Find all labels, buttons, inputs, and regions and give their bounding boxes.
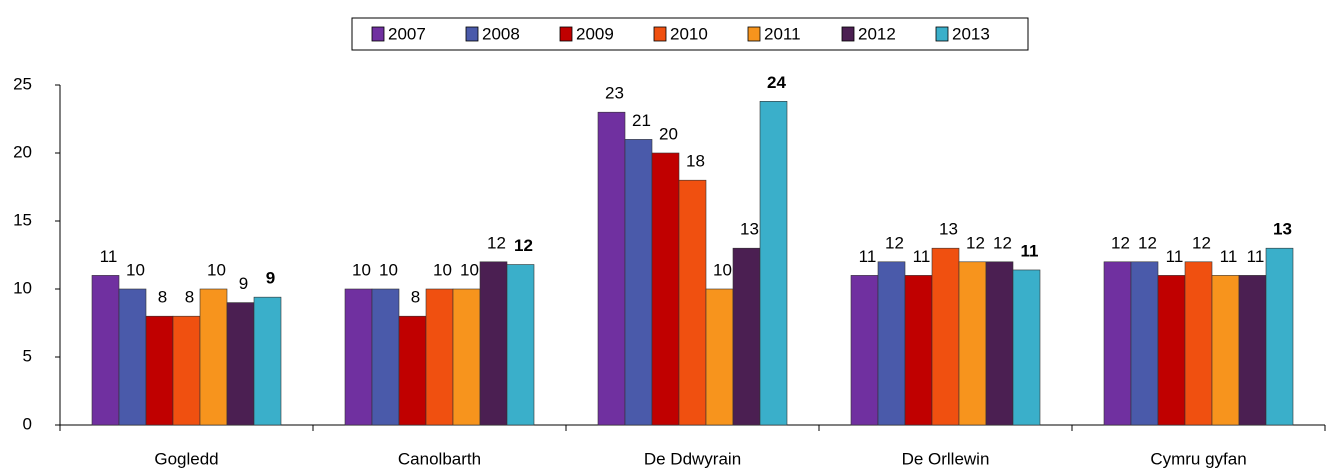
legend-box (351, 17, 1029, 51)
data-label: 13 (740, 220, 759, 239)
bar (678, 179, 707, 426)
bar (91, 275, 120, 426)
bar (118, 288, 147, 426)
bar (931, 247, 960, 426)
data-label: 9 (266, 269, 275, 288)
data-label: 10 (433, 260, 452, 279)
data-label: 18 (686, 152, 705, 171)
data-label: 10 (460, 260, 479, 279)
bar (732, 247, 761, 426)
bar (850, 275, 879, 426)
bar (506, 264, 535, 426)
data-label: 12 (1111, 233, 1130, 252)
data-label: 11 (913, 247, 931, 266)
bar (371, 288, 400, 426)
data-label: 23 (605, 84, 624, 103)
bar (1130, 261, 1159, 426)
data-label: 24 (767, 73, 786, 92)
x-tick-label: Gogledd (154, 449, 218, 468)
data-label: 12 (993, 233, 1012, 252)
data-label: 10 (379, 260, 398, 279)
legend-label: 2008 (482, 24, 520, 43)
y-tick-label: 5 (23, 346, 32, 365)
legend-label: 2009 (576, 24, 614, 43)
data-label: 11 (1166, 247, 1184, 266)
bar (1157, 275, 1186, 426)
bar (759, 101, 788, 426)
legend-swatch (371, 26, 385, 42)
bar (253, 296, 282, 426)
legend-swatch (747, 26, 761, 42)
y-tick-label: 0 (23, 414, 32, 433)
x-tick-label: Cymru gyfan (1150, 449, 1246, 468)
bar (705, 288, 734, 426)
data-label: 11 (1220, 247, 1238, 266)
legend-label: 2012 (858, 24, 896, 43)
bar (904, 275, 933, 426)
bar (597, 111, 626, 426)
data-label: 12 (487, 233, 506, 252)
data-label: 10 (713, 260, 732, 279)
bar (226, 302, 255, 426)
x-tick-label: Canolbarth (398, 449, 481, 468)
bar (398, 315, 427, 426)
data-label: 10 (352, 260, 371, 279)
legend-label: 2011 (764, 24, 801, 43)
bar (958, 261, 987, 426)
legend-swatch (559, 26, 573, 42)
data-label: 11 (100, 247, 118, 266)
data-label: 12 (885, 233, 904, 252)
data-label: 12 (1138, 233, 1157, 252)
legend-label: 2007 (388, 24, 426, 43)
bar (145, 315, 174, 426)
data-label: 21 (632, 111, 651, 130)
data-label: 10 (126, 260, 145, 279)
bar (1184, 261, 1213, 426)
data-label: 13 (1273, 220, 1292, 239)
bar (1265, 247, 1294, 426)
data-label: 11 (859, 247, 877, 266)
data-label: 11 (1021, 241, 1039, 260)
legend-swatch (841, 26, 855, 42)
bar (344, 288, 373, 426)
legend-swatch (465, 26, 479, 42)
data-label: 12 (966, 233, 985, 252)
y-tick-label: 25 (13, 74, 32, 93)
bar (624, 139, 653, 426)
legend-label: 2010 (670, 24, 708, 43)
bar (199, 288, 228, 426)
data-label: 8 (411, 288, 420, 307)
data-label: 12 (514, 236, 533, 255)
x-tick-label: De Orllewin (902, 449, 990, 468)
data-label: 8 (185, 288, 194, 307)
bar (425, 288, 454, 426)
y-tick-label: 10 (13, 278, 32, 297)
legend-label: 2013 (952, 24, 990, 43)
bar (877, 261, 906, 426)
bar (1238, 275, 1267, 426)
data-label: 13 (939, 220, 958, 239)
bar (651, 152, 680, 426)
legend-swatch (653, 26, 667, 42)
bar (985, 261, 1014, 426)
x-tick-label: De Ddwyrain (644, 449, 741, 468)
data-label: 12 (1192, 233, 1211, 252)
bar (1211, 275, 1240, 426)
bar (479, 261, 508, 426)
data-label: 9 (239, 274, 248, 293)
data-label: 8 (158, 288, 167, 307)
data-label: 11 (1247, 247, 1265, 266)
data-label: 20 (659, 124, 678, 143)
y-tick-label: 20 (13, 142, 32, 161)
bar (452, 288, 481, 426)
data-label: 10 (207, 260, 226, 279)
y-tick-label: 15 (13, 210, 32, 229)
bar (172, 315, 201, 426)
bar (1012, 269, 1041, 426)
bar (1103, 261, 1132, 426)
legend-swatch (935, 26, 949, 42)
